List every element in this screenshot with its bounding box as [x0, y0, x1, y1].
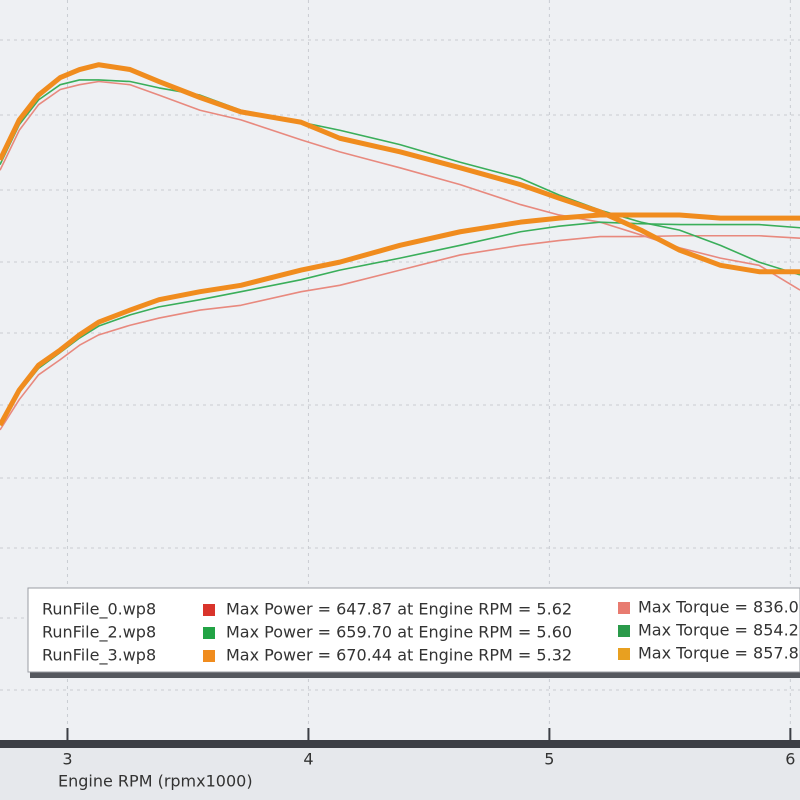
x-axis	[0, 740, 800, 748]
legend-power: Max Power = 659.70 at Engine RPM = 5.60	[226, 623, 572, 642]
x-tick-label: 4	[303, 750, 313, 769]
power-line	[0, 212, 800, 427]
legend-power: Max Power = 647.87 at Engine RPM = 5.62	[226, 600, 572, 619]
legend-torque: Max Torque = 857.8	[638, 644, 799, 663]
legend-torque: Max Torque = 854.2	[638, 621, 799, 640]
torque-line	[0, 62, 800, 275]
x-axis-ticks: 3 4 5 6	[62, 728, 795, 769]
legend-swatch	[203, 627, 215, 639]
x-tick-label: 6	[785, 750, 795, 769]
torque-line	[0, 79, 800, 276]
legend-items: RunFile_0.wp8 Max Power = 647.87 at Engin…	[42, 598, 799, 666]
legend-swatch	[618, 648, 630, 660]
legend-torque: Max Torque = 836.0	[638, 598, 799, 617]
x-tick-label: 5	[544, 750, 554, 769]
legend-swatch	[618, 602, 630, 614]
legend-run-name: RunFile_2.wp8	[42, 623, 156, 643]
x-axis-title: Engine RPM (rpmx1000)	[58, 772, 253, 791]
legend-power: Max Power = 670.44 at Engine RPM = 5.32	[226, 646, 572, 665]
legend-swatch	[203, 604, 215, 616]
axis-area	[0, 748, 800, 800]
x-tick-label: 3	[62, 750, 72, 769]
legend-run-name: RunFile_3.wp8	[42, 646, 156, 666]
legend-swatch	[203, 650, 215, 662]
legend-run-name: RunFile_0.wp8	[42, 600, 156, 620]
power-line	[0, 234, 800, 431]
legend	[27, 587, 800, 673]
legend-swatch	[618, 625, 630, 637]
